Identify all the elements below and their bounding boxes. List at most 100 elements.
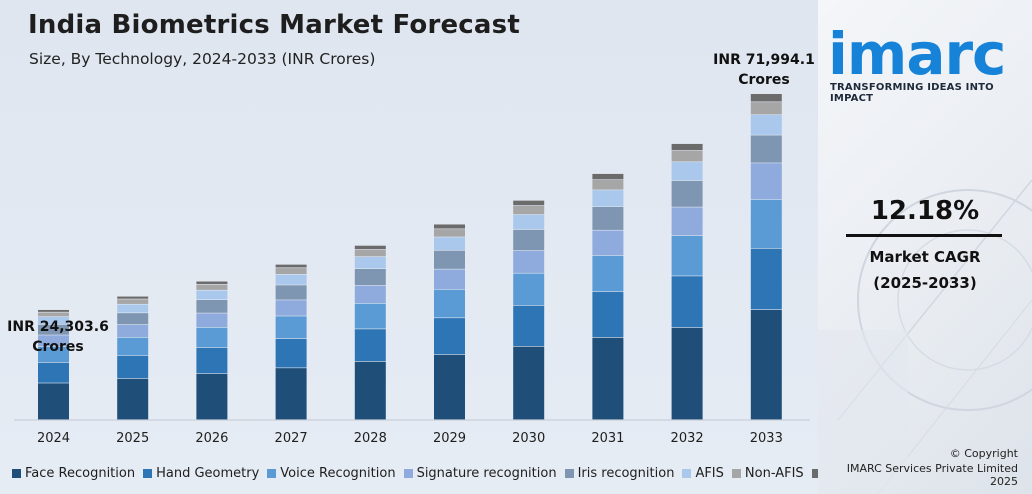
legend-item-signature-recognition: Signature recognition	[403, 466, 557, 481]
end-value-line2: Crores	[738, 72, 790, 88]
start-value-line2: Crores	[32, 339, 84, 355]
bar-segment-afis-2031	[592, 190, 624, 207]
decorative-background	[818, 179, 1032, 494]
bar-segment-hand-geometry-2033	[750, 248, 782, 310]
legend-item-face-recognition: Face Recognition	[12, 466, 135, 481]
bar-segment-afis-2029	[434, 237, 465, 251]
x-tick-label-2032: 2032	[671, 431, 704, 446]
legend-item-hand-geometry: Hand Geometry	[143, 466, 259, 481]
bar-segment-afis-2025	[117, 304, 149, 313]
bar-segment-non-afis-2030	[513, 205, 545, 215]
bar-segment-others-2032	[671, 143, 703, 151]
bar-segment-hand-geometry-2031	[592, 291, 624, 338]
bar-segment-voice-recognition-2031	[592, 255, 624, 292]
legend-label-face-recognition: Face Recognition	[25, 466, 136, 481]
bar-segment-hand-geometry-2026	[196, 347, 228, 374]
bar-segment-non-afis-2033	[750, 102, 782, 115]
legend-item-non-afis: Non-AFIS	[731, 466, 804, 481]
legend-item-iris-recognition: Iris recognition	[564, 466, 675, 481]
bar-segment-voice-recognition-2025	[117, 337, 149, 356]
bar-segment-voice-recognition-2029	[434, 289, 465, 318]
x-tick-labels: 2024 2025 2026 2027 2028 2029 2030 2031 2032 2033	[37, 431, 783, 446]
bar-segment-afis-2033	[750, 115, 782, 135]
cagr-divider	[846, 234, 1002, 237]
bar-segment-non-afis-2024	[38, 312, 69, 317]
bar-segment-iris-recognition-2033	[750, 135, 782, 163]
legend-item-voice-recognition: Voice Recognition	[267, 466, 396, 481]
bar-segment-signature-recognition-2033	[750, 163, 782, 200]
bar-segment-signature-recognition-2026	[196, 313, 228, 328]
x-tick-label-2026: 2026	[195, 431, 228, 446]
bar-segment-non-afis-2032	[671, 150, 703, 162]
bar-segment-hand-geometry-2032	[671, 276, 703, 328]
legend-swatch-iris-recognition	[564, 469, 574, 478]
bar-segment-others-2030	[513, 200, 545, 206]
legend-swatch-hand-geometry	[143, 469, 153, 478]
bar-segment-hand-geometry-2030	[513, 305, 545, 347]
end-value-line1: INR 71,994.1	[713, 52, 815, 68]
bar-segment-non-afis-2029	[434, 229, 465, 237]
bar-segment-voice-recognition-2024	[38, 346, 69, 363]
bar-segment-face-recognition-2024	[38, 383, 69, 420]
bar-segment-face-recognition-2027	[275, 368, 307, 420]
bar-segment-voice-recognition-2033	[750, 199, 782, 249]
x-tick-label-2033: 2033	[750, 431, 783, 446]
x-tick-label-2031: 2031	[591, 431, 624, 446]
bar-segment-afis-2028	[354, 256, 386, 269]
bar-segment-signature-recognition-2032	[671, 207, 703, 236]
bar-segment-face-recognition-2033	[750, 309, 782, 420]
bar-segment-non-afis-2026	[196, 284, 228, 290]
bar-segment-iris-recognition-2028	[354, 268, 386, 286]
bar-segment-signature-recognition-2025	[117, 324, 149, 337]
bar-segment-afis-2030	[513, 214, 545, 230]
bar-segment-others-2031	[592, 173, 624, 180]
legend-label-signature-recognition: Signature recognition	[416, 466, 557, 481]
legend-swatch-face-recognition	[12, 469, 21, 478]
bar-segment-face-recognition-2029	[434, 354, 465, 420]
cagr-label: Market CAGR	[869, 248, 981, 266]
end-value-annotation: INR 71,994.1 Crores	[708, 50, 820, 90]
bar-segment-non-afis-2027	[275, 268, 307, 275]
x-tick-label-2028: 2028	[354, 431, 387, 446]
bar-segment-afis-2032	[671, 162, 703, 181]
legend-swatch-non-afis	[731, 469, 741, 478]
bar-chart: 2024 2025 2026 2027 2028 2029 2030 2031 2032 2033	[14, 94, 810, 446]
bar-segment-hand-geometry-2027	[275, 338, 307, 368]
legend-item-afis: AFIS	[682, 466, 724, 481]
bar-segment-iris-recognition-2025	[117, 313, 149, 325]
bar-segment-signature-recognition-2031	[592, 230, 624, 256]
bar-segment-afis-2026	[196, 290, 228, 300]
brand-sidebar: imarc TRANSFORMING IDEAS INTO IMPACT 12.…	[818, 0, 1032, 494]
x-tick-label-2025: 2025	[116, 431, 149, 446]
bar-segment-voice-recognition-2028	[354, 303, 386, 329]
bar-segment-others-2026	[196, 281, 228, 285]
bar-segment-others-2029	[434, 224, 465, 229]
bar-segment-face-recognition-2030	[513, 346, 545, 420]
legend-label-non-afis: Non-AFIS	[744, 466, 804, 481]
bar-segment-non-afis-2028	[354, 249, 386, 257]
x-tick-label-2027: 2027	[275, 431, 308, 446]
bar-segment-iris-recognition-2027	[275, 285, 307, 300]
bar-segment-others-2025	[117, 296, 149, 299]
legend-swatch-others	[811, 469, 821, 478]
legend-label-iris-recognition: Iris recognition	[577, 466, 675, 481]
bar-stacks	[38, 94, 782, 420]
legend-swatch-signature-recognition	[403, 469, 413, 478]
bar-segment-hand-geometry-2024	[38, 362, 69, 383]
bar-segment-face-recognition-2028	[354, 361, 386, 420]
bar-segment-signature-recognition-2027	[275, 300, 307, 316]
bar-segment-face-recognition-2025	[117, 378, 149, 420]
bar-segment-others-2028	[354, 245, 386, 250]
bar-segment-non-afis-2031	[592, 180, 624, 190]
cagr-value: 12.18%	[870, 196, 980, 226]
bar-segment-iris-recognition-2026	[196, 300, 228, 313]
legend-label-voice-recognition: Voice Recognition	[280, 466, 396, 481]
x-tick-label-2030: 2030	[512, 431, 545, 446]
cagr-period: (2025-2033)	[873, 274, 977, 292]
copyright-line1: © Copyright	[949, 447, 1018, 460]
bar-segment-hand-geometry-2029	[434, 318, 465, 355]
bar-segment-face-recognition-2031	[592, 337, 624, 420]
bar-segment-non-afis-2025	[117, 299, 149, 304]
imarc-logo: imarc	[828, 20, 1006, 88]
bar-segment-hand-geometry-2025	[117, 355, 149, 379]
